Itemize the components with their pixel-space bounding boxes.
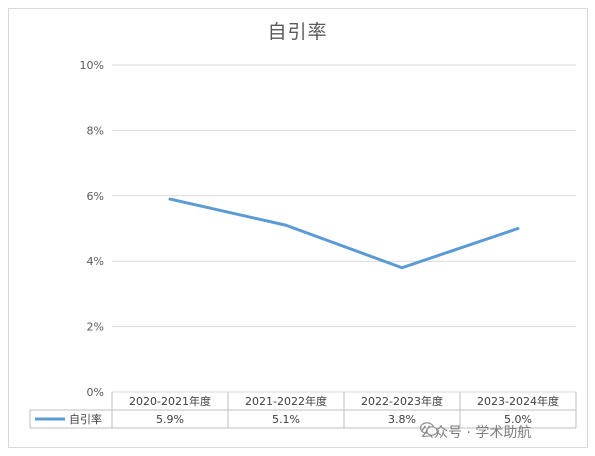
series-lines [168, 197, 520, 270]
chart-frame [8, 8, 588, 448]
x-category-label: 2020-2021年度 [129, 394, 211, 408]
wechat-icon [420, 422, 438, 436]
y-tick-label: 6% [87, 190, 104, 203]
data-label: 5.1% [272, 413, 300, 426]
data-label: 5.9% [156, 413, 184, 426]
chart-title: 自引率 [267, 21, 328, 43]
data-label: 3.8% [388, 413, 416, 426]
data-table: 2020-2021年度 2021-2022年度 2022-2023年度 2023-20… [29, 392, 577, 429]
y-axis: 0% 2% 4% 6% 8% 10% [80, 59, 104, 399]
y-tick-label: 0% [87, 386, 104, 399]
gridlines [112, 64, 576, 393]
series-line-自引率 [168, 197, 520, 270]
x-category-label: 2022-2023年度 [361, 394, 443, 408]
y-tick-label: 8% [87, 124, 104, 137]
data-label: 5.0% [504, 413, 532, 426]
x-category-label: 2021-2022年度 [245, 394, 327, 408]
watermark-text: 公众号 · 学术助航 [420, 425, 532, 441]
watermark: 公众号 · 学术助航 [420, 422, 531, 442]
legend-series-label: 自引率 [69, 412, 102, 426]
x-category-label: 2023-2024年度 [477, 394, 559, 408]
y-tick-label: 4% [87, 255, 104, 268]
y-tick-label: 2% [87, 321, 104, 334]
y-tick-label: 10% [80, 59, 104, 72]
